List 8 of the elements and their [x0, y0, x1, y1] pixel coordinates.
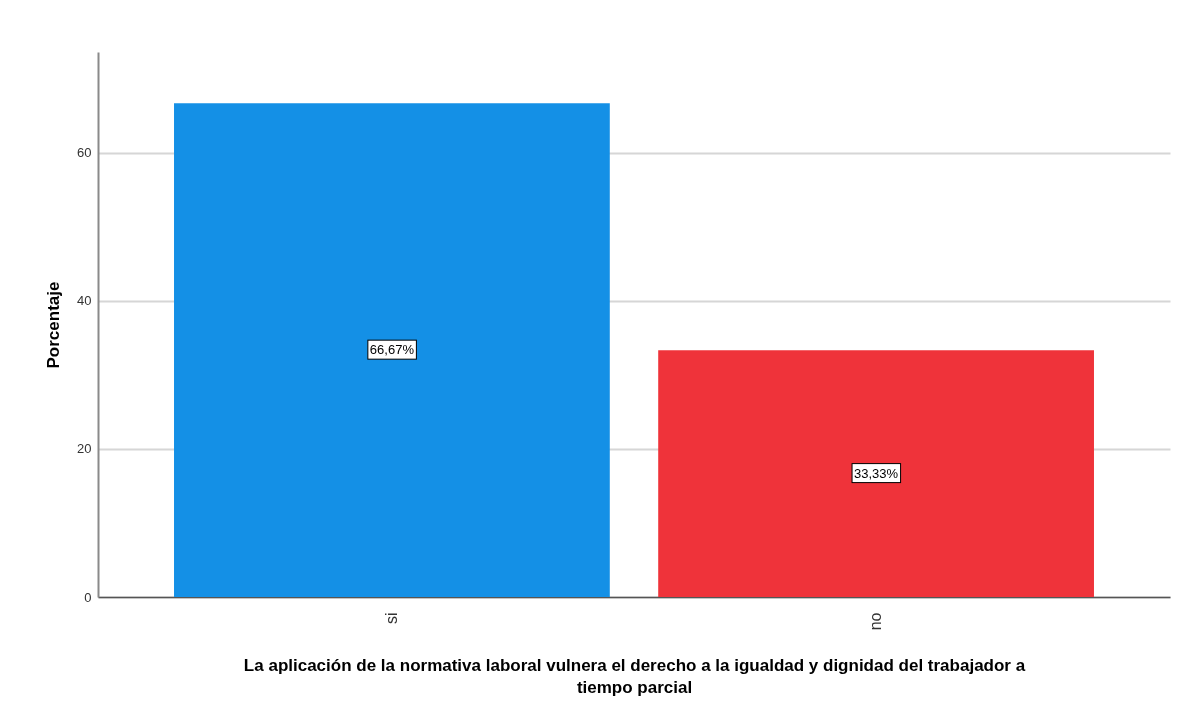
x-tick-label: si [382, 612, 400, 625]
y-tick-label: 40 [77, 293, 92, 309]
y-tick-label: 0 [84, 589, 92, 605]
y-tick-label: 60 [77, 145, 92, 161]
x-axis-title: La aplicación de la normativa laboral vulnera el derecho a la igualdad y dignidad del trabajador a tiempo parcial [243, 656, 1026, 698]
y-axis-title: Porcentaje [44, 281, 64, 369]
x-tick-label: no [867, 612, 885, 631]
y-tick-label: 20 [77, 441, 92, 457]
